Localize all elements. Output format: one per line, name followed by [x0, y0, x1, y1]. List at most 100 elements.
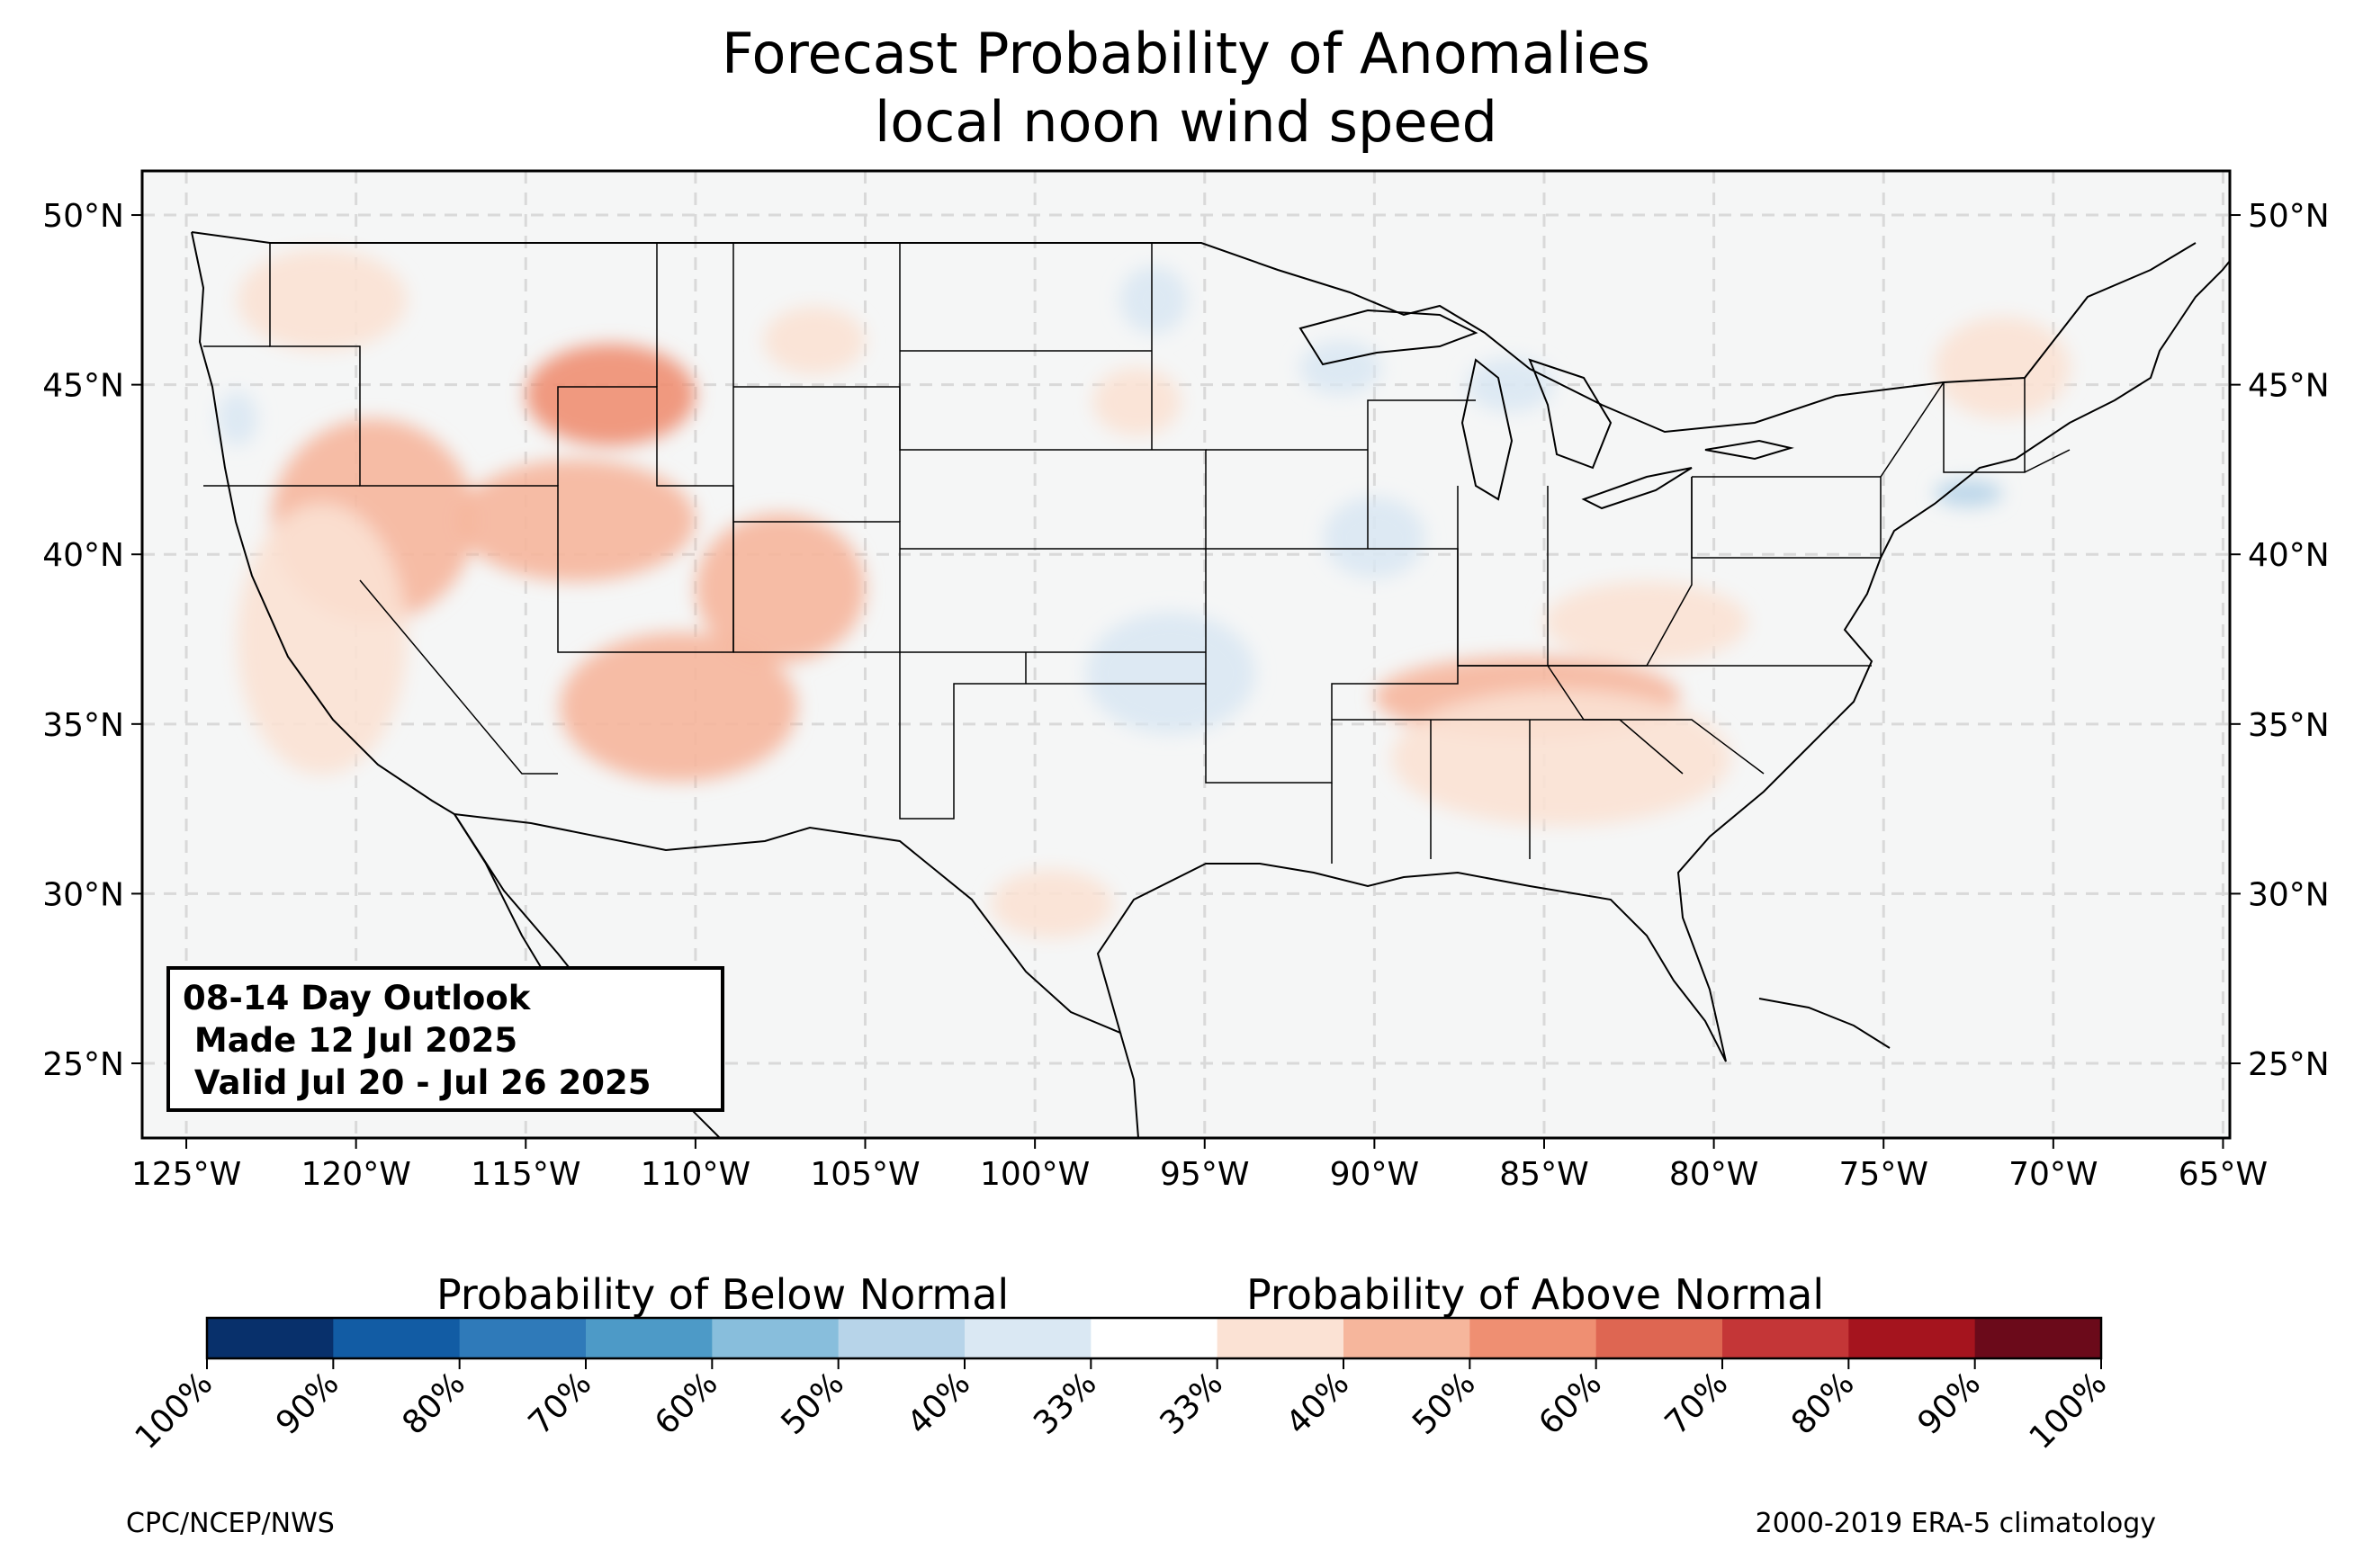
colorbar-segment [838, 1318, 966, 1358]
anomaly-region-below [1466, 357, 1555, 412]
colorbar-tick-label: 70% [522, 1365, 599, 1442]
anomaly-region-above [560, 632, 798, 782]
lat-tick-label-left: 40°N [42, 537, 124, 574]
lon-tick-label: 105°W [810, 1156, 920, 1193]
colorbar-below-label: Probability of Below Normal [436, 1270, 1010, 1319]
anomaly-region-below [1085, 612, 1256, 735]
colorbar-segment [1217, 1318, 1344, 1358]
colorbar-tick-label: 80% [395, 1365, 472, 1442]
colorbar-segment [333, 1318, 461, 1358]
colorbar-tick-label: 40% [901, 1365, 978, 1442]
lake-ontario [1704, 439, 1794, 461]
lake-erie [1581, 467, 1693, 510]
colorbar-tick-label: 100% [129, 1365, 220, 1456]
colorbar-segment [1722, 1318, 1849, 1358]
lon-tick-label: 85°W [1499, 1156, 1588, 1193]
lat-tick-label-right: 40°N [2248, 537, 2330, 574]
outlook-period: 08-14 Day Outlook [183, 979, 531, 1017]
anomaly-region-below [1299, 340, 1381, 395]
lat-tick-label-left: 45°N [42, 368, 124, 405]
state-borders [203, 243, 2071, 864]
credit-source: CPC/NCEP/NWS [126, 1508, 335, 1539]
colorbar-tick-label: 100% [2023, 1365, 2115, 1456]
anomaly-region-above [1543, 581, 1748, 663]
colorbar-segment [459, 1318, 587, 1358]
anomaly-region-above [237, 503, 408, 775]
lon-tick-label: 115°W [471, 1156, 580, 1193]
lon-tick-label: 80°W [1669, 1156, 1758, 1193]
lon-tick-label: 65°W [2179, 1156, 2268, 1193]
lon-tick-label: 70°W [2008, 1156, 2098, 1193]
anomaly-region-above [1391, 690, 1731, 826]
anomaly-region-above [237, 248, 408, 351]
lat-tick-label-left: 50°N [42, 198, 124, 235]
colorbar-segment [965, 1318, 1092, 1358]
coastlines-borders [191, 231, 2230, 1138]
colorbar-frame [205, 1316, 2103, 1360]
valid-dates: Valid Jul 20 - Jul 26 2025 [183, 1063, 651, 1102]
colorbar-tick-label: 50% [774, 1365, 851, 1442]
canada-border [191, 231, 2197, 434]
anomaly-region-above [526, 344, 696, 446]
anomaly-region-above [457, 459, 696, 582]
chart-title: Forecast Probability of Anomalies [722, 21, 1650, 86]
lake-michigan [1460, 358, 1514, 501]
mexico-gulf [1119, 1032, 1139, 1138]
longitude-ticks: 125°W 120°W 115°W 110°W 105°W 100°W 95°W 90°W 85… [131, 1138, 2268, 1193]
lat-tick-label-left: 25°N [42, 1046, 124, 1083]
lat-tick-label-right: 30°N [2248, 876, 2330, 913]
lat-tick-label-right: 25°N [2248, 1046, 2330, 1083]
lat-tick-label-right: 45°N [2248, 368, 2330, 405]
credit-climatology: 2000-2019 ERA-5 climatology [1755, 1508, 2156, 1539]
colorbar-segment [586, 1318, 713, 1358]
colorbar-tick-label: 90% [269, 1365, 346, 1442]
colorbar-tick-label: 50% [1406, 1365, 1483, 1442]
lat-tick-label-left: 30°N [42, 876, 124, 913]
anomaly-region-below [216, 391, 258, 446]
map-frame [140, 169, 2232, 1140]
anomaly-region-below [1323, 497, 1425, 578]
colorbar: 100% 90% 80% 70% 60% 50% 40% 33% 33% 40% 50% 60% 70%… [129, 1316, 2115, 1456]
colorbar-segment [1848, 1318, 1976, 1358]
cuba [1758, 998, 1891, 1049]
lon-tick-label: 75°W [1839, 1156, 1928, 1193]
lake-huron [1528, 358, 1613, 470]
us-outline [191, 231, 2230, 1062]
anomaly-region-below [1119, 265, 1188, 335]
anomaly-region-above [695, 513, 866, 663]
colorbar-tick-label: 60% [1532, 1365, 1609, 1442]
colorbar-segment [1469, 1318, 1597, 1358]
lon-tick-label: 95°W [1160, 1156, 1249, 1193]
lat-tick-label-left: 35°N [42, 707, 124, 744]
colorbar-segment [1343, 1318, 1470, 1358]
colorbar-tick-label: 80% [1784, 1365, 1862, 1442]
colorbar-above-label: Probability of Above Normal [1246, 1270, 1825, 1319]
outlook-info-box: 08-14 Day Outlook Made 12 Jul 2025 Valid… [166, 966, 724, 1112]
lat-tick-label-right: 35°N [2248, 707, 2330, 744]
chart-subtitle: local noon wind speed [875, 89, 1497, 155]
anomaly-region-above [763, 306, 866, 375]
lon-tick-label: 100°W [980, 1156, 1090, 1193]
colorbar-tick-label: 33% [1153, 1365, 1230, 1442]
lon-tick-label: 125°W [131, 1156, 241, 1193]
colorbar-tick-label: 33% [1027, 1365, 1104, 1442]
anomaly-region-above [1934, 317, 2071, 419]
colorbar-tick-label: 90% [1910, 1365, 1988, 1442]
anomaly-region-above [1092, 367, 1182, 436]
lon-tick-label: 90°W [1330, 1156, 1419, 1193]
colorbar-segment [1595, 1318, 1723, 1358]
lake-superior [1298, 309, 1478, 366]
anomaly-region-above [991, 870, 1113, 938]
anomaly-region-below [1934, 479, 2003, 507]
lon-tick-label: 120°W [301, 1156, 411, 1193]
colorbar-tick-label: 70% [1658, 1365, 1736, 1442]
colorbar-segment [207, 1318, 334, 1358]
colorbar-segment [1974, 1318, 2102, 1358]
colorbar-tick-label: 40% [1280, 1365, 1357, 1442]
colorbar-segment [1091, 1318, 1218, 1358]
latitude-ticks: 25°N 25°N 30°N 30°N 35°N 35°N 40°N 40°N 45°N 45°N… [42, 198, 2330, 1083]
colorbar-tick-label: 60% [648, 1365, 725, 1442]
lat-tick-label-right: 50°N [2248, 198, 2330, 235]
lon-tick-label: 110°W [641, 1156, 750, 1193]
